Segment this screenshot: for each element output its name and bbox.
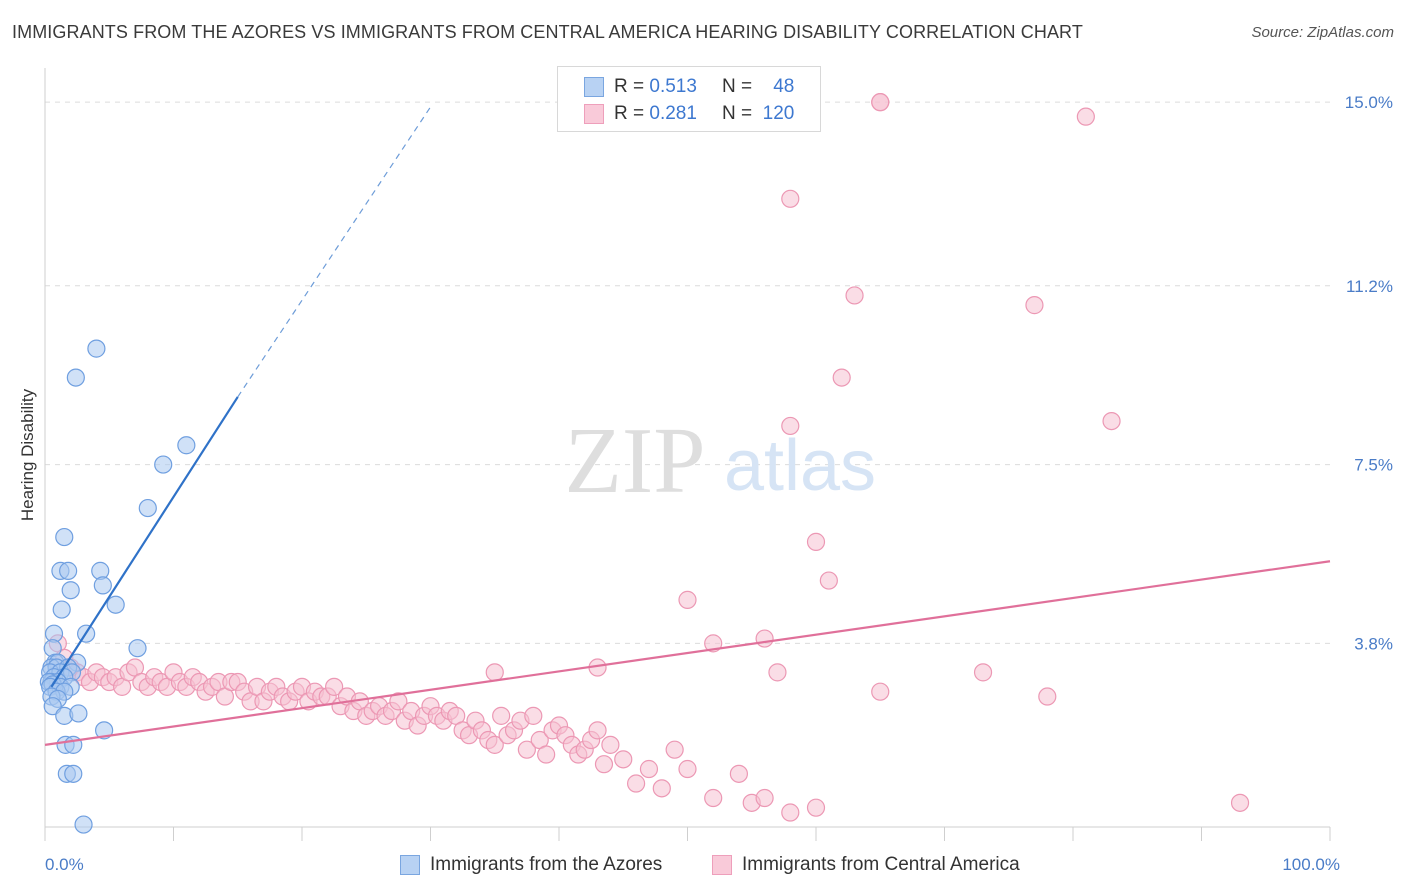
central-america-point [755, 629, 774, 648]
legend-r-label: R = [614, 103, 645, 124]
central-america-point [1102, 411, 1121, 431]
watermark: ZIP atlas [565, 409, 877, 513]
central-america-legend-swatch [712, 855, 732, 875]
central-america-point [325, 677, 344, 696]
central-america-point [678, 759, 697, 779]
grid-layer [45, 101, 1330, 644]
central-america-point [806, 532, 826, 551]
azores-point [95, 721, 114, 740]
azores-point [138, 498, 157, 518]
azores-points [39, 339, 196, 834]
central-america-swatch [584, 104, 604, 124]
azores-point [55, 527, 74, 547]
central-america-point [594, 755, 614, 774]
azores-point [87, 339, 106, 358]
central-america-point [639, 759, 659, 779]
legend-n-label: N = [721, 76, 753, 97]
legend-item-central-america[interactable]: Immigrants from Central America [712, 852, 1020, 878]
azores-point [52, 600, 71, 619]
central-america-point [781, 803, 800, 822]
x-tick-label: 100.0% [1282, 855, 1340, 874]
central-america-point [729, 764, 749, 783]
x-tick-label: 0.0% [45, 855, 84, 874]
central-america-point [781, 416, 800, 436]
azores-point [59, 561, 78, 580]
central-america-point [755, 788, 774, 808]
central-america-point [678, 590, 697, 609]
azores-point [154, 455, 173, 474]
central-america-point [845, 286, 864, 305]
azores-point [74, 815, 93, 834]
y-tick-label: 3.8% [1354, 634, 1393, 653]
legend-r-label: R = [614, 76, 645, 97]
azores-point [61, 581, 80, 600]
central-america-point [781, 189, 800, 208]
central-america-point [704, 788, 723, 808]
azores-point [66, 368, 85, 387]
azores-point [177, 436, 196, 455]
legend-n-label: N = [721, 103, 753, 124]
central-america-point [832, 368, 851, 387]
central-america-point [601, 735, 620, 754]
tick-labels: 3.8% 7.5% 11.2% 15.0% 0.0% 100.0% [45, 93, 1393, 874]
central-america-point [1076, 107, 1095, 126]
central-america-point [1025, 296, 1044, 315]
central-america-point [652, 779, 671, 798]
central-america-point [973, 663, 993, 682]
legend-row-azores: R = 0.513 N = 48 [584, 75, 794, 99]
stats-legend: R = 0.513 N = 48 R = 0.281 N = 120 [557, 66, 821, 132]
central-america-point [485, 663, 504, 682]
trend-lines [44, 106, 1331, 746]
central-america-point [806, 798, 826, 817]
central-america-legend-label: Immigrants from Central America [742, 854, 1020, 875]
central-america-trend-line [44, 560, 1331, 746]
chart-title: IMMIGRANTS FROM THE AZORES VS IMMIGRANTS… [12, 22, 1083, 42]
azores-trend-line [50, 396, 239, 688]
central-america-point [871, 682, 890, 701]
y-tick-label: 15.0% [1345, 93, 1393, 112]
azores-swatch [584, 77, 604, 97]
legend-n-value: 120 [762, 103, 795, 124]
central-america-point [524, 706, 543, 725]
central-america-point [537, 745, 556, 764]
central-america-point [704, 634, 723, 653]
watermark-zip: ZIP [565, 409, 706, 513]
central-america-point [517, 740, 536, 759]
central-america-point [492, 706, 511, 725]
central-america-point [768, 663, 787, 682]
legend-row-central-america: R = 0.281 N = 120 [584, 102, 794, 126]
azores-legend-swatch [400, 855, 420, 875]
azores-point [64, 764, 83, 783]
azores-point [106, 595, 125, 614]
azores-legend-label: Immigrants from the Azores [430, 854, 663, 875]
central-america-point [819, 571, 838, 590]
azores-point [93, 576, 112, 595]
watermark-atlas: atlas [724, 426, 876, 506]
legend-r-value: 0.513 [649, 76, 697, 97]
central-america-point [588, 721, 607, 740]
azores-trend-extension [237, 106, 431, 398]
central-america-point [485, 735, 504, 754]
central-america-point [1038, 687, 1057, 706]
central-america-point [614, 750, 633, 769]
central-america-point [626, 774, 646, 793]
central-america-point [1230, 793, 1250, 812]
central-america-point [665, 740, 684, 759]
legend-item-azores[interactable]: Immigrants from the Azores [400, 852, 662, 878]
y-tick-label: 11.2% [1346, 277, 1393, 296]
azores-point [43, 697, 62, 716]
azores-point [69, 704, 88, 723]
legend-n-value: 48 [773, 76, 795, 97]
source-label: Source: ZipAtlas.com [1251, 24, 1394, 41]
central-america-point [871, 93, 890, 112]
legend-r-value: 0.281 [649, 103, 697, 124]
central-america-point [389, 692, 408, 711]
azores-point [128, 639, 147, 658]
y-tick-label: 7.5% [1354, 456, 1393, 475]
